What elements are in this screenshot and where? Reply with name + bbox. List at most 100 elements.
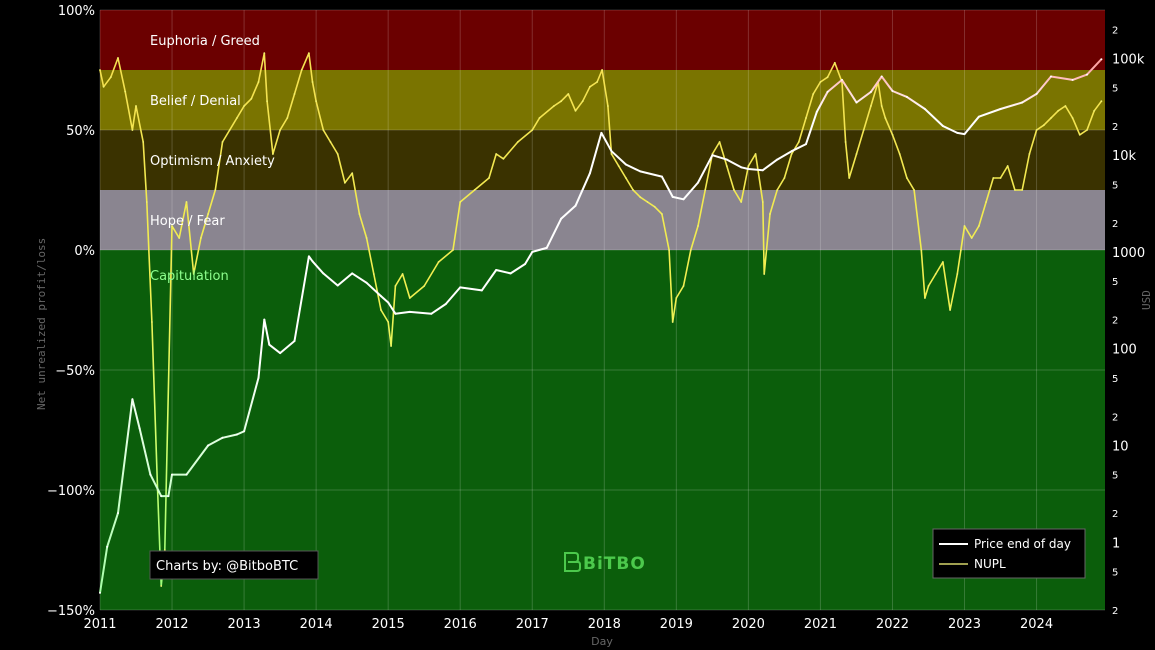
nupl-point [214,189,217,191]
nupl-point [488,177,490,179]
price-point [1100,58,1103,61]
nupl-point [160,585,163,587]
y-right-minor-tick-label: 2 [1112,219,1118,230]
nupl-point [124,90,127,93]
price-point [841,78,843,81]
nupl-point [151,321,153,323]
x-tick-label: 2024 [1020,617,1053,632]
x-axis-ticks: 2011 2012 2013 2014 2015 2016 2017 2018 2019 2020… [83,617,1053,632]
x-tick-label: 2018 [588,617,621,632]
left-axis-ticks: 100% 50% 0% −50% −100% −150% [47,4,95,619]
nupl-point [589,85,591,88]
nupl-point [502,157,505,160]
nupl-point [243,105,246,107]
nupl-point [632,189,634,191]
x-tick-label: 2022 [876,617,909,632]
nupl-point [790,153,793,155]
zone-band [100,130,1105,190]
y-right-minor-tick-label: 2 [1112,316,1118,327]
sentiment-zones [100,10,1105,610]
price-point [322,272,325,275]
y-right-minor-tick-label: 2 [1112,606,1118,617]
nupl-point [131,129,134,131]
nupl-point [844,141,847,143]
nupl-series-layer [99,52,1103,587]
nupl-point [747,165,750,167]
nupl-point [329,141,332,143]
nupl-point [1050,117,1052,119]
price-point [588,172,591,175]
price-point [509,272,512,275]
nupl-point [913,189,915,191]
legend: Price end of day NUPL [932,528,1086,579]
nupl-point [1035,129,1038,131]
nupl-point [617,165,620,167]
price-point [956,131,959,134]
price-point [279,352,282,355]
y-right-minor-tick-label: 5 [1112,567,1118,578]
y-left-tick-label: −100% [47,484,95,499]
nupl-point [163,549,166,551]
price-point [826,90,829,93]
price-point [106,545,109,548]
nupl-point [228,129,231,131]
right-axis-ticks: 100k 10k 1000 100 10 1 2 5 2 5 2 5 2 5 2 5 2 5 2 [1112,25,1145,617]
nupl-point [1071,117,1074,119]
y-left-tick-label: −150% [47,604,95,619]
price-point [311,260,314,263]
nupl-point [495,153,498,155]
nupl-point [358,213,361,215]
nupl-point [145,201,148,203]
price-point [999,108,1002,110]
nupl-point [601,69,603,71]
price-point [99,591,101,594]
price-point [444,303,447,305]
price-point [671,195,674,198]
x-tick-label: 2013 [228,617,261,632]
price-point [480,289,483,292]
y-right-tick-label: 100 [1112,343,1137,358]
nupl-point [819,81,822,83]
nupl-point [963,225,966,227]
nupl-point [826,76,829,79]
price-point [160,495,163,498]
nupl-point [891,133,894,136]
nupl-point [117,57,119,59]
nupl-point [192,273,195,275]
y-right-tick-label: 10 [1112,439,1129,454]
y-right-minor-tick-label: 2 [1112,509,1118,520]
price-point [268,343,271,346]
price-point [1021,101,1024,104]
nupl-point [625,177,627,179]
nupl-point [848,177,851,179]
price-point [365,281,368,284]
x-tick-label: 2016 [444,617,477,632]
y-axis-right-title: USD [1140,290,1153,310]
nupl-point [272,153,274,155]
nupl-point [135,105,137,107]
nupl-point [185,201,188,203]
price-point [725,158,728,161]
nupl-point [142,141,145,143]
price-point [387,301,390,304]
bitbo-logo-icon [564,552,581,572]
price-point [805,143,807,146]
nupl-point [459,201,462,203]
y-left-tick-label: −50% [55,364,95,379]
price-point [855,101,858,104]
nupl-point [394,285,397,287]
x-tick-label: 2021 [804,617,837,632]
nupl-point [567,93,570,95]
price-point [815,110,818,113]
nupl-point [870,105,872,107]
nupl-point [718,141,721,143]
nupl-point [855,153,858,155]
price-point [307,255,310,258]
nupl-point [697,225,699,227]
nupl-point [408,297,411,299]
price-series-layer [99,58,1103,594]
nupl-point [596,81,598,83]
nupl-point [1014,189,1016,191]
nupl-point [733,189,735,191]
x-tick-label: 2023 [948,617,981,632]
